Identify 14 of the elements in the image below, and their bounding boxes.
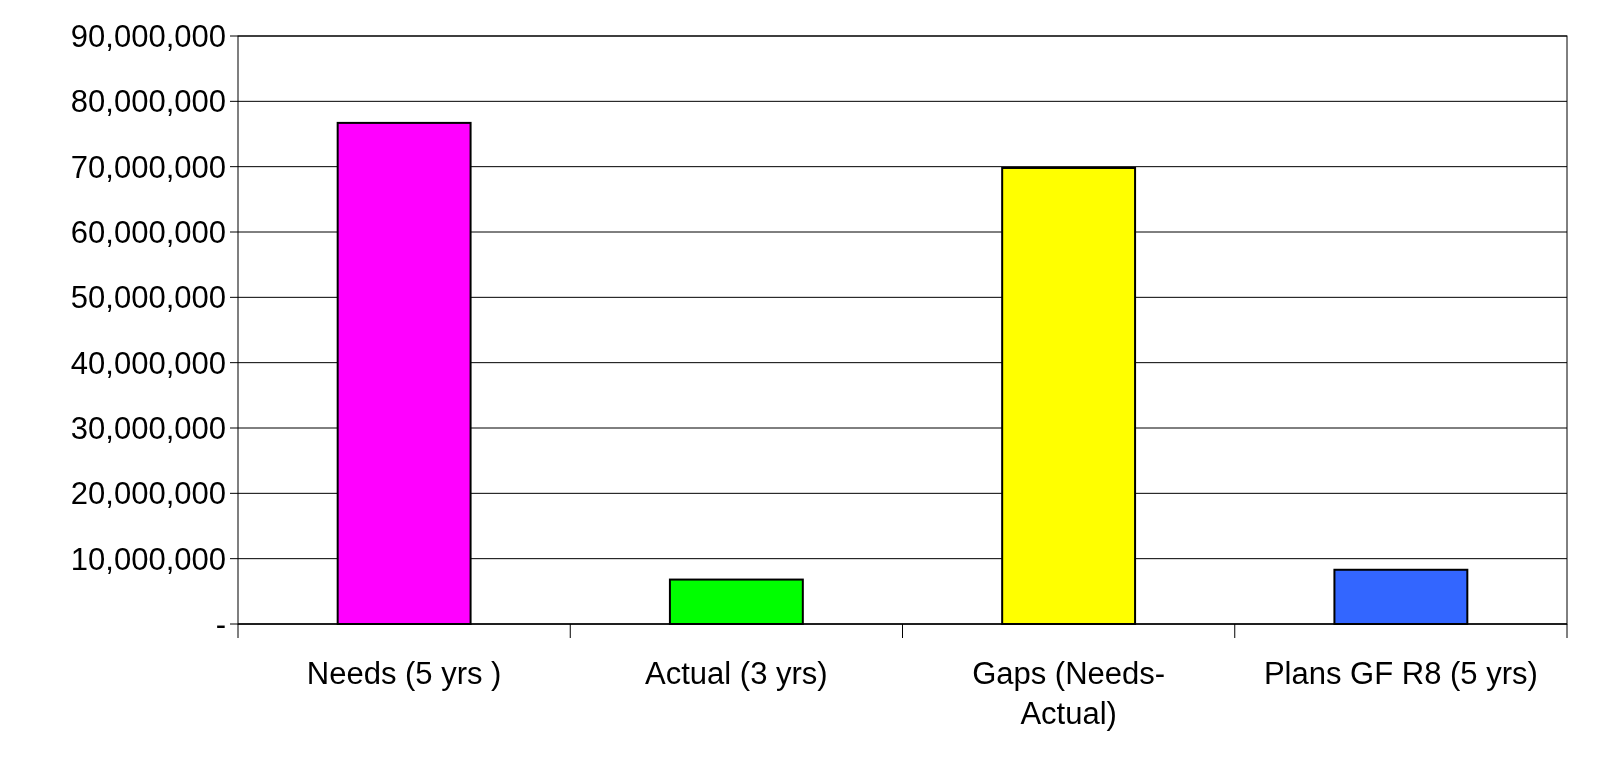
x-tick-label: Gaps (Needs- Actual) — [972, 656, 1166, 731]
y-tick-label: 40,000,000 — [70, 345, 226, 381]
y-tick-label: 20,000,000 — [70, 476, 226, 512]
y-tick-label: 50,000,000 — [70, 280, 226, 316]
y-tick-label: 30,000,000 — [70, 410, 226, 446]
y-tick-label: 90,000,000 — [70, 18, 226, 54]
y-tick-label: 10,000,000 — [70, 541, 226, 577]
y-tick-label: 60,000,000 — [70, 214, 226, 250]
x-tick-label: Plans GF R8 (5 yrs) — [1263, 656, 1538, 691]
y-tick-label: 80,000,000 — [70, 84, 226, 120]
y-tick-label: 70,000,000 — [70, 149, 226, 185]
x-tick-label: Actual (3 yrs) — [645, 656, 828, 691]
x-tick-label: Needs (5 yrs ) — [306, 656, 502, 691]
y-tick-label: - — [215, 606, 226, 642]
